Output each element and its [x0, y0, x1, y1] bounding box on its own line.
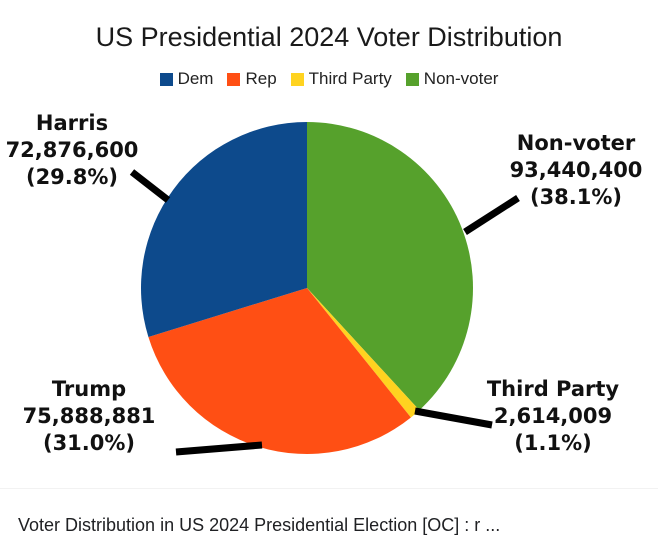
slice-value-label: 72,876,600: [6, 138, 139, 162]
legend-label-dem: Dem: [177, 69, 214, 88]
legend-item-rep: Rep: [227, 69, 277, 89]
legend-swatch-rep: [227, 72, 241, 86]
pie-slice-non-voter: [307, 122, 473, 411]
legend-item-dem: Dem: [159, 69, 214, 89]
legend-swatch-dem: [159, 72, 173, 86]
legend-item-non-voter: Non-voter: [405, 69, 499, 89]
chart-title: US Presidential 2024 Voter Distribution: [95, 22, 563, 52]
slice-name-label: Third Party: [487, 377, 620, 401]
slice-percent-label: (38.1%): [530, 185, 622, 209]
slice-name-label: Trump: [52, 377, 126, 401]
legend-swatch-third-party: [290, 72, 304, 86]
chart-legend: Dem Rep Third Party Non-voter: [0, 69, 658, 89]
slice-name-label: Harris: [36, 111, 108, 135]
slice-percent-label: (31.0%): [43, 431, 135, 455]
legend-label-third-party: Third Party: [308, 69, 392, 88]
slice-percent-label: (29.8%): [26, 165, 118, 189]
leader-line-dem: [129, 169, 171, 203]
legend-label-non-voter: Non-voter: [423, 69, 499, 88]
pie-chart: Non-voter 93,440,400 (38.1%) Third Party 2,6…: [6, 111, 643, 456]
slice-value-label: 75,888,881: [23, 404, 156, 428]
leader-line-third-party: [414, 407, 493, 429]
slice-name-label: Non-voter: [517, 131, 636, 155]
slice-value-label: 2,614,009: [494, 404, 612, 428]
legend-label-rep: Rep: [245, 69, 277, 88]
legend-item-third-party: Third Party: [290, 69, 392, 89]
legend-swatch-non-voter: [405, 72, 419, 86]
slice-value-label: 93,440,400: [510, 158, 643, 182]
image-caption[interactable]: Voter Distribution in US 2024 Presidenti…: [18, 515, 501, 535]
leader-line-non-voter: [463, 195, 520, 235]
divider: [0, 488, 658, 489]
leader-line-rep: [175, 441, 263, 456]
pie-slice-rep: [148, 288, 411, 454]
pie-slice-third-party: [307, 288, 420, 418]
pie-slice-dem: [141, 122, 307, 337]
slice-percent-label: (1.1%): [514, 431, 591, 455]
